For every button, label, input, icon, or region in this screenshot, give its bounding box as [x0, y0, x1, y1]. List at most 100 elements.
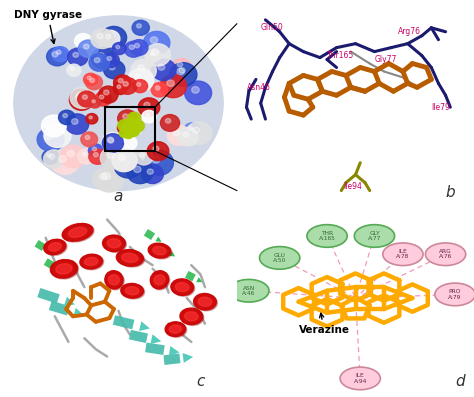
Circle shape [170, 63, 197, 87]
Circle shape [46, 47, 68, 66]
Circle shape [95, 53, 117, 71]
Circle shape [127, 161, 153, 184]
Text: GLU
A:50: GLU A:50 [273, 253, 286, 263]
Circle shape [74, 33, 92, 48]
Circle shape [152, 49, 159, 55]
Ellipse shape [14, 16, 223, 191]
Circle shape [151, 83, 168, 97]
Circle shape [67, 150, 74, 157]
Circle shape [44, 133, 52, 140]
Text: b: b [446, 185, 455, 200]
Circle shape [137, 83, 141, 86]
Circle shape [173, 130, 180, 136]
Ellipse shape [150, 271, 169, 289]
Circle shape [191, 87, 199, 93]
Ellipse shape [198, 297, 212, 306]
Ellipse shape [148, 243, 171, 258]
Text: PRO
A:79: PRO A:79 [448, 289, 462, 300]
Ellipse shape [181, 309, 204, 326]
Circle shape [99, 86, 118, 103]
Circle shape [65, 114, 89, 134]
Ellipse shape [171, 279, 193, 295]
Ellipse shape [435, 283, 474, 306]
Circle shape [125, 41, 143, 57]
Ellipse shape [153, 247, 166, 255]
Circle shape [151, 52, 155, 56]
Circle shape [108, 32, 115, 38]
Text: Gln50: Gln50 [261, 23, 283, 32]
Circle shape [71, 67, 74, 71]
Circle shape [193, 127, 200, 133]
Circle shape [87, 76, 91, 80]
Ellipse shape [259, 247, 300, 269]
Circle shape [67, 64, 81, 76]
Circle shape [106, 34, 111, 39]
Circle shape [95, 166, 124, 192]
Circle shape [78, 40, 98, 58]
Circle shape [56, 50, 61, 54]
Circle shape [147, 142, 169, 160]
Ellipse shape [81, 255, 104, 270]
Circle shape [82, 95, 88, 99]
Circle shape [94, 58, 100, 63]
Ellipse shape [169, 325, 182, 333]
Circle shape [99, 95, 104, 99]
Circle shape [137, 24, 141, 28]
Circle shape [114, 153, 142, 178]
Circle shape [137, 65, 145, 71]
Circle shape [134, 166, 141, 173]
Circle shape [107, 152, 114, 158]
Circle shape [127, 118, 137, 126]
Circle shape [100, 30, 120, 47]
Circle shape [119, 135, 137, 150]
Circle shape [185, 81, 211, 104]
Circle shape [152, 156, 160, 163]
Circle shape [76, 94, 82, 100]
Ellipse shape [104, 236, 127, 252]
Circle shape [133, 79, 147, 93]
Circle shape [126, 120, 136, 128]
Ellipse shape [105, 271, 123, 289]
Ellipse shape [45, 240, 67, 256]
Circle shape [92, 147, 97, 151]
Text: a: a [114, 189, 123, 204]
Circle shape [101, 27, 127, 49]
Circle shape [109, 65, 115, 70]
Ellipse shape [193, 293, 216, 310]
Circle shape [85, 135, 90, 139]
Circle shape [142, 110, 156, 123]
Circle shape [130, 40, 148, 56]
Circle shape [97, 33, 103, 39]
Circle shape [183, 132, 189, 137]
Circle shape [144, 150, 173, 175]
Circle shape [78, 91, 96, 107]
Ellipse shape [80, 254, 102, 269]
Circle shape [160, 75, 187, 98]
Text: ARG
A:76: ARG A:76 [439, 249, 452, 259]
Ellipse shape [180, 308, 203, 325]
Circle shape [108, 138, 114, 143]
Circle shape [147, 49, 161, 62]
Circle shape [135, 43, 140, 48]
Circle shape [144, 102, 150, 108]
Ellipse shape [121, 283, 144, 298]
Circle shape [131, 120, 145, 132]
Circle shape [107, 56, 112, 60]
Circle shape [93, 168, 119, 191]
Circle shape [98, 53, 104, 59]
Ellipse shape [48, 243, 61, 251]
Circle shape [81, 132, 98, 146]
Circle shape [126, 126, 137, 136]
Circle shape [46, 153, 51, 157]
Circle shape [179, 68, 185, 73]
Circle shape [150, 37, 158, 43]
Circle shape [124, 119, 143, 136]
Circle shape [123, 81, 128, 86]
Circle shape [145, 44, 171, 66]
Circle shape [114, 75, 131, 91]
Circle shape [58, 156, 66, 162]
Circle shape [82, 152, 87, 156]
Ellipse shape [228, 279, 269, 302]
Circle shape [52, 52, 58, 57]
Circle shape [178, 128, 198, 146]
